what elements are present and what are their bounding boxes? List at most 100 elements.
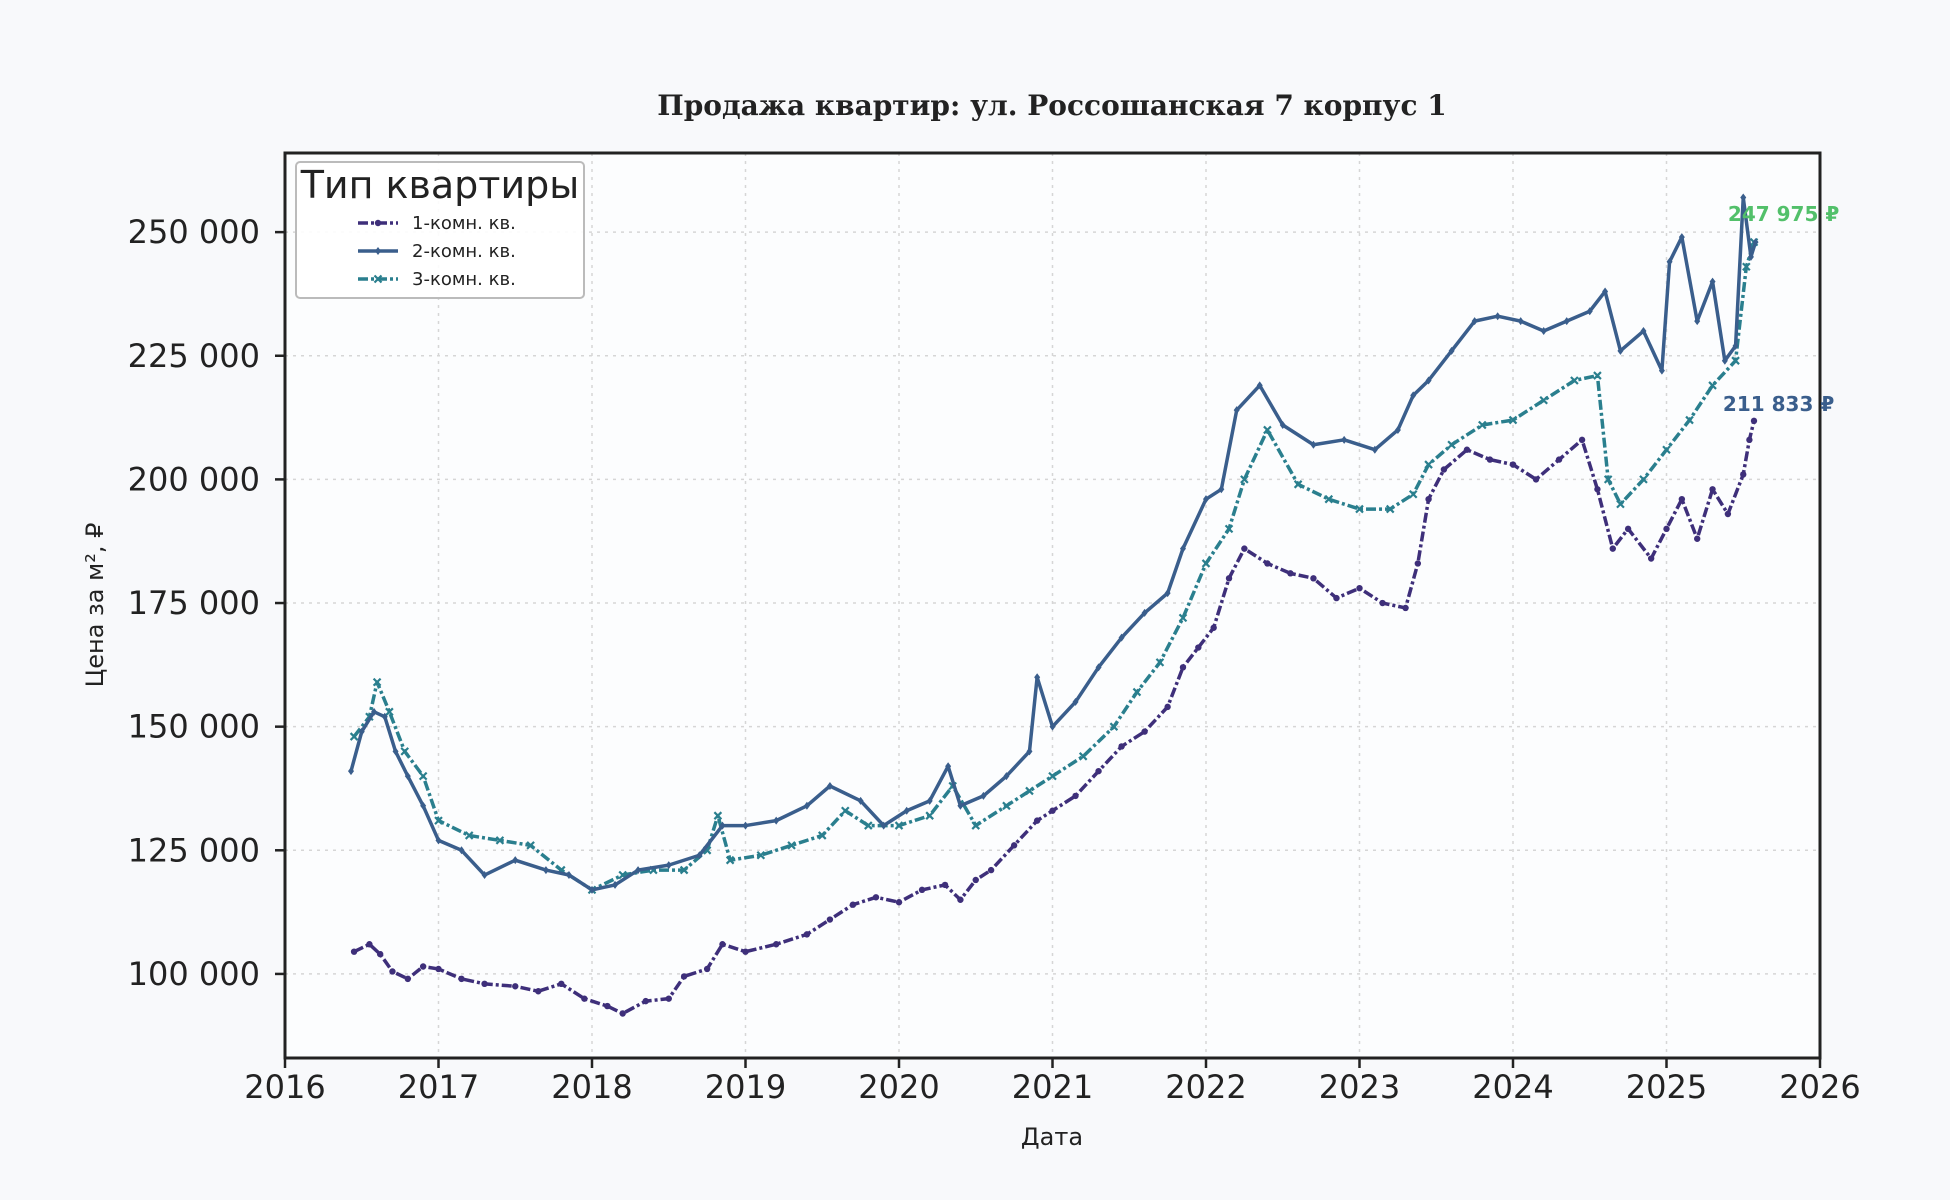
series-point [1448, 346, 1455, 355]
series-point [1195, 644, 1202, 651]
series-point [857, 796, 864, 805]
series-point [1010, 842, 1018, 849]
series-point [1732, 341, 1739, 350]
series-point [542, 866, 549, 875]
series-point [1324, 494, 1334, 504]
series-2 [348, 193, 1759, 894]
series-point [1602, 287, 1609, 296]
series-point [1118, 633, 1125, 642]
series-point [803, 931, 811, 938]
x-tick-label: 2020 [858, 1068, 939, 1106]
series-point [1509, 461, 1517, 468]
series-point [1662, 445, 1671, 454]
series-point [1666, 257, 1673, 266]
series-point [713, 811, 723, 820]
series-point [1570, 376, 1579, 385]
series-point [1408, 489, 1418, 499]
legend-label: 1-комн. кв. [412, 213, 516, 234]
series-point [1003, 772, 1010, 781]
legend-box [295, 161, 585, 299]
legend-title: Тип квартиры [300, 163, 580, 207]
series-point [1742, 262, 1751, 272]
x-tick-label: 2019 [705, 1068, 786, 1106]
series-point [1310, 440, 1317, 449]
series-point [1539, 395, 1548, 405]
series-point [1639, 475, 1648, 484]
series-point [1026, 747, 1033, 756]
series-point [1356, 584, 1363, 592]
series-point [1731, 356, 1740, 365]
series-point [1233, 406, 1240, 415]
series-point [349, 732, 359, 741]
series-point [679, 865, 689, 875]
legend-items: 1-комн. кв. 2-комн. кв. 3-комн. кв. [358, 213, 516, 290]
series-line [352, 241, 1756, 892]
series-point [1678, 233, 1685, 242]
series-point [1424, 460, 1433, 469]
series-point [385, 707, 394, 717]
series-point [1414, 560, 1422, 567]
series-point [987, 866, 995, 874]
series-point [418, 771, 428, 781]
series-point [526, 841, 535, 850]
series-point [1555, 456, 1563, 463]
series-point [642, 997, 649, 1005]
series-point [558, 980, 565, 988]
x-tick-label: 2026 [1779, 1068, 1860, 1106]
series-point [1486, 456, 1494, 463]
series-point [1095, 663, 1102, 672]
series-point [849, 901, 857, 908]
series-point [895, 899, 903, 906]
series-point [1410, 391, 1417, 400]
series-point [719, 941, 726, 948]
series-point [619, 1010, 626, 1017]
series-point [1224, 524, 1234, 534]
series-point [1425, 376, 1432, 385]
series-point [381, 712, 388, 721]
series-point [371, 707, 378, 716]
series-point [880, 821, 887, 830]
series-point [1663, 525, 1670, 533]
series-point [1740, 471, 1747, 478]
series-point [803, 801, 810, 810]
series-point [719, 821, 726, 830]
legend-item: 1-комн. кв. [358, 213, 516, 234]
series-point [458, 975, 465, 983]
series-point [1256, 381, 1263, 390]
series-point [1603, 475, 1613, 484]
series-point [773, 816, 780, 825]
series-point [400, 747, 410, 756]
end-value-label-3room: 247 975 ₽ [1728, 202, 1839, 226]
series-point [1203, 495, 1209, 504]
series-point [1425, 495, 1432, 503]
series-point [1095, 767, 1102, 775]
series-point [1179, 664, 1187, 671]
series-point [972, 876, 979, 884]
series-point [696, 851, 703, 860]
series-point [535, 988, 542, 995]
series-point [1540, 327, 1547, 336]
series-point [742, 948, 749, 955]
series-point [1240, 475, 1249, 484]
series-point [773, 941, 780, 948]
series-point [680, 973, 688, 980]
series-point [787, 841, 796, 850]
series-point [1447, 440, 1456, 450]
series-point [1078, 752, 1088, 761]
series-point [1179, 544, 1186, 553]
y-tick-label: 100 000 [128, 955, 260, 993]
series-point [1385, 504, 1395, 514]
series-point [404, 772, 411, 781]
series-point [1394, 425, 1401, 434]
end-labels: 247 975 ₽ 211 833 ₽ [1723, 202, 1839, 416]
series-point [1563, 317, 1570, 326]
series-point [420, 801, 427, 810]
series-point [1578, 436, 1586, 444]
series-point [350, 948, 358, 955]
series-point [957, 801, 964, 810]
series-point [1263, 425, 1272, 435]
series-point [512, 983, 519, 990]
series-point [1593, 371, 1602, 380]
series-point [1293, 480, 1303, 489]
series-point [957, 896, 964, 903]
